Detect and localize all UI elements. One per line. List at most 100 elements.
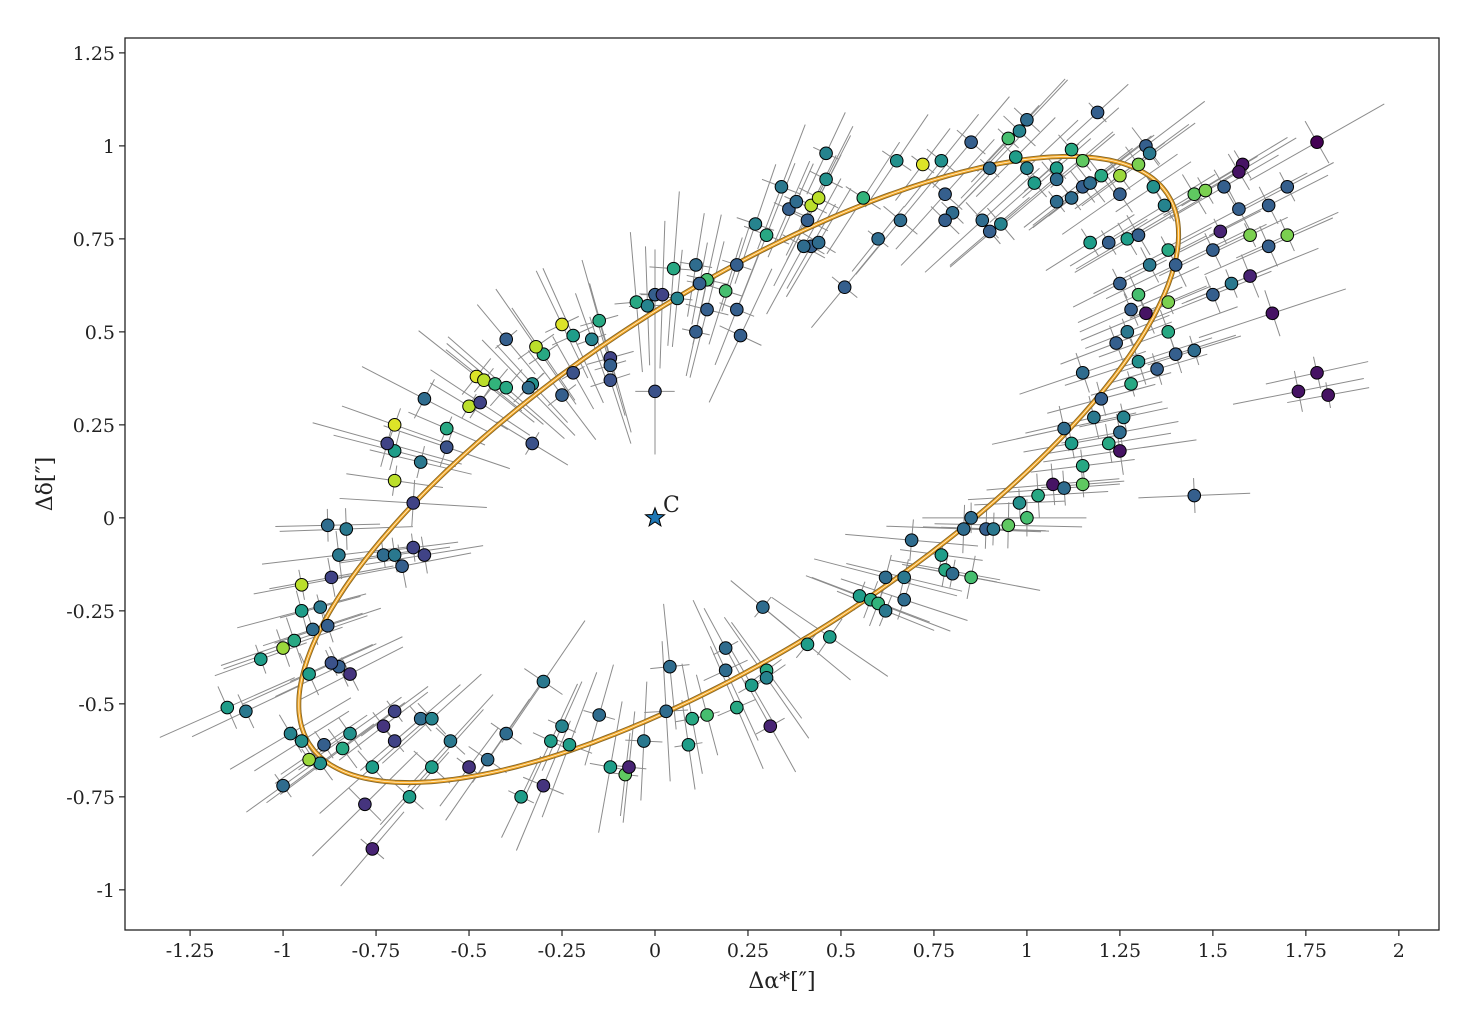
data-point bbox=[733, 328, 748, 343]
data-point bbox=[302, 752, 316, 767]
orbit-highlight bbox=[298, 155, 1180, 784]
data-point bbox=[1150, 362, 1164, 376]
data-point bbox=[1001, 131, 1016, 146]
data-point bbox=[964, 135, 978, 149]
data-point bbox=[945, 566, 960, 581]
data-point bbox=[1157, 198, 1172, 213]
x-tick-label: 2 bbox=[1393, 940, 1405, 962]
data-point bbox=[1213, 224, 1228, 239]
data-point bbox=[730, 258, 744, 272]
data-point bbox=[425, 760, 439, 774]
data-point bbox=[1206, 243, 1220, 257]
data-point bbox=[856, 191, 871, 205]
data-point bbox=[1001, 518, 1016, 533]
data-point bbox=[938, 187, 952, 202]
data-point bbox=[425, 711, 439, 726]
data-point bbox=[689, 325, 703, 339]
error-bars bbox=[159, 78, 1385, 887]
data-point bbox=[1261, 239, 1276, 254]
data-point bbox=[796, 239, 811, 254]
data-point bbox=[637, 734, 651, 748]
data-point bbox=[982, 224, 997, 239]
data-point bbox=[878, 604, 893, 618]
data-point bbox=[1161, 295, 1176, 309]
data-point bbox=[1049, 194, 1064, 209]
y-axis-label: Δδ[″] bbox=[33, 457, 58, 512]
plot-frame bbox=[124, 37, 1440, 931]
y-tick-label: -1 bbox=[96, 880, 115, 902]
data-point bbox=[655, 287, 670, 302]
center-label: C bbox=[663, 493, 680, 518]
data-point bbox=[1101, 436, 1116, 451]
data-point bbox=[339, 522, 354, 536]
data-point bbox=[1120, 325, 1135, 339]
data-point bbox=[904, 533, 919, 547]
x-tick-label: -0.25 bbox=[538, 940, 587, 962]
data-point bbox=[986, 522, 1001, 536]
data-point bbox=[562, 737, 577, 752]
data-point bbox=[1168, 347, 1183, 361]
data-point bbox=[837, 280, 852, 295]
data-point bbox=[603, 373, 618, 388]
data-point bbox=[889, 153, 904, 168]
data-point bbox=[365, 760, 380, 774]
data-point bbox=[1012, 496, 1027, 510]
data-point bbox=[956, 522, 971, 536]
y-tick-label: -0.5 bbox=[78, 694, 115, 716]
data-point bbox=[406, 540, 421, 555]
data-point bbox=[1057, 421, 1071, 436]
y-tick-label: 0 bbox=[103, 508, 115, 530]
data-point bbox=[584, 332, 599, 347]
data-point bbox=[536, 674, 551, 689]
data-point bbox=[306, 622, 320, 637]
data-point bbox=[982, 161, 997, 175]
data-point bbox=[1146, 179, 1161, 194]
x-axis: -1.25 -1 -0.75 -0.5 -0.25 0 0.25 0.5 0.75 1 1.25 1.… bbox=[166, 930, 1405, 962]
x-tick-label: 0 bbox=[649, 940, 661, 962]
data-point bbox=[376, 719, 391, 733]
data-point bbox=[365, 842, 380, 856]
data-point bbox=[313, 600, 328, 614]
x-tick-label: 0.75 bbox=[913, 940, 955, 962]
data-point bbox=[332, 548, 346, 562]
data-point bbox=[934, 548, 949, 562]
data-point bbox=[1064, 191, 1079, 205]
data-point bbox=[592, 313, 607, 328]
data-point bbox=[1113, 425, 1127, 440]
data-point bbox=[1020, 161, 1034, 175]
data-point bbox=[480, 752, 495, 767]
data-point bbox=[544, 734, 558, 748]
data-point bbox=[934, 153, 949, 168]
data-point bbox=[871, 232, 885, 246]
data-point bbox=[893, 213, 908, 228]
y-tick-label: 1 bbox=[103, 136, 115, 158]
data-point bbox=[1049, 172, 1064, 187]
data-point bbox=[462, 760, 476, 774]
data-point bbox=[1142, 146, 1157, 161]
data-point bbox=[1224, 276, 1239, 291]
data-point bbox=[1232, 202, 1246, 216]
data-point bbox=[819, 172, 833, 187]
x-tick-label: 1.5 bbox=[1198, 940, 1228, 962]
y-tick-label: 1.25 bbox=[73, 43, 115, 65]
data-point bbox=[387, 473, 402, 488]
data-point bbox=[789, 194, 804, 209]
data-point bbox=[1310, 365, 1324, 380]
data-point bbox=[302, 667, 316, 681]
data-point bbox=[283, 726, 298, 741]
data-point bbox=[387, 704, 402, 719]
data-point bbox=[1131, 287, 1146, 302]
data-point bbox=[276, 641, 290, 655]
data-point bbox=[800, 213, 815, 228]
data-point bbox=[648, 384, 662, 399]
data-point bbox=[1243, 269, 1257, 283]
data-point bbox=[718, 641, 733, 655]
data-point bbox=[1094, 168, 1109, 183]
data-point bbox=[287, 633, 302, 648]
data-point bbox=[1206, 287, 1220, 302]
data-point bbox=[529, 339, 543, 354]
y-tick-label: -0.75 bbox=[66, 787, 115, 809]
y-tick-label: 0.5 bbox=[85, 322, 115, 344]
data-point bbox=[1161, 325, 1176, 339]
data-point bbox=[387, 734, 402, 748]
